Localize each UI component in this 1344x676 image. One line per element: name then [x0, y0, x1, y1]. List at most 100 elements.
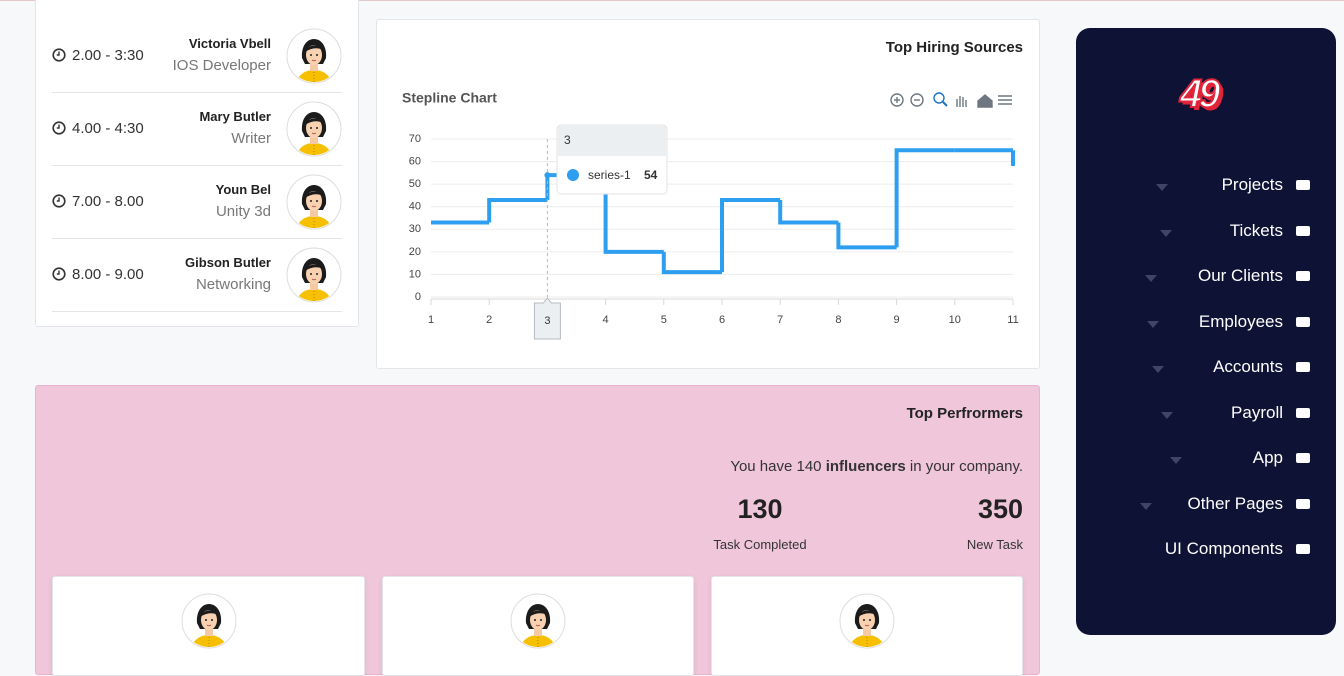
step-segment: [661, 251, 722, 275]
clock-icon: [52, 48, 66, 62]
menu-icon: [1295, 496, 1311, 517]
menu-icon: [1295, 541, 1311, 562]
y-tick-label: 70: [409, 133, 421, 145]
icon: [1296, 180, 1310, 190]
caret: [1145, 275, 1157, 282]
hiring-card: Top Hiring Sources: [376, 19, 1040, 369]
caret: [1147, 320, 1159, 328]
avatar: [286, 174, 342, 230]
time: 8.00 - 9.00: [52, 266, 144, 283]
zoom[interactable]: [933, 92, 945, 104]
performers-card: Top Perfrormers You have 140 influencers…: [35, 385, 1040, 676]
step-segment: [487, 197, 548, 223]
x-tick-label: 8: [835, 314, 841, 326]
schedule-row: 8.00 - 9.00 Gibson Butler Networking: [52, 238, 342, 312]
chart-toolbar[interactable]: [890, 92, 1012, 108]
sidebar: 49 Projects Tickets Our Clients Employees Ac…: [1076, 28, 1336, 635]
icon: [1296, 362, 1310, 372]
tooltip-marker: [567, 169, 579, 181]
avatar-image: [510, 593, 566, 649]
card-title: Top Perfrormers: [906, 405, 1023, 422]
menu-icon: [1295, 223, 1311, 244]
person-role: Unity 3d: [215, 203, 271, 220]
avatar-image: [839, 593, 895, 649]
menu-icon: [1295, 450, 1311, 471]
y-tick-label: 30: [409, 223, 421, 235]
time: 7.00 - 8.00: [52, 193, 144, 210]
menu-item[interactable]: Projects: [1221, 175, 1283, 194]
menu-icon: [1295, 268, 1311, 289]
tooltip-header: 3: [564, 133, 571, 147]
y-tick-label: 40: [409, 201, 421, 213]
text: in your company.: [909, 458, 1023, 475]
clock-icon: [52, 121, 66, 135]
pan[interactable]: [956, 96, 967, 107]
x-tick-label: 4: [603, 314, 609, 326]
x-tick-label: 7: [777, 314, 783, 326]
avatar: [181, 593, 237, 649]
caret: [1140, 502, 1152, 510]
avatar-image: [286, 174, 342, 230]
person-role: Networking: [195, 276, 271, 293]
caret: [1156, 184, 1168, 191]
step-segment: [778, 199, 839, 225]
tooltip-series: series-1: [588, 168, 631, 182]
hover-marker: [544, 172, 551, 179]
menu-item[interactable]: Employees: [1198, 311, 1283, 331]
zoom-out[interactable]: [910, 93, 924, 107]
menu-item[interactable]: UI Components: [1164, 539, 1283, 558]
avatar-image: [181, 593, 237, 649]
menu-item[interactable]: App: [1252, 448, 1283, 467]
y-tick-label: 60: [409, 155, 421, 167]
icon: [1296, 498, 1310, 509]
tooltip-value: 54: [644, 168, 658, 182]
x-tick-label: 10: [949, 314, 961, 326]
text-bold: influencers: [825, 458, 906, 475]
avatar: [839, 593, 895, 649]
home[interactable]: [977, 94, 993, 108]
menu-caret: [1161, 407, 1173, 425]
person-name: Mary Butler: [199, 109, 271, 124]
person-name: Victoria Vbell: [188, 36, 271, 51]
influencer-sentence: You have 140 influencers in your company…: [730, 458, 1023, 475]
avatar: [510, 593, 566, 649]
menu-caret: [1147, 316, 1159, 334]
icon: [1296, 407, 1310, 418]
stat-label: New Task: [966, 537, 1023, 552]
schedule-row: 7.00 - 8.00 Youn Bel Unity 3d: [52, 165, 342, 239]
menu-icon: [1295, 177, 1311, 198]
y-tick-label: 50: [409, 178, 421, 190]
menu[interactable]: [998, 95, 1012, 105]
stat-value: 350: [977, 494, 1023, 524]
schedule-row: 4.00 - 4:30 Mary Butler Writer: [52, 92, 342, 166]
menu-item[interactable]: Our Clients: [1197, 266, 1283, 285]
menu-item[interactable]: Accounts: [1213, 357, 1283, 376]
clock-icon: [52, 194, 66, 208]
icon: [1296, 225, 1310, 236]
time-text: 8.00 - 9.00: [72, 266, 144, 283]
tooltip-header-bg: [558, 126, 666, 156]
step-segment: [720, 197, 781, 273]
menu-icon: [1295, 359, 1311, 380]
menu-item[interactable]: Tickets: [1229, 220, 1283, 240]
zoom-in[interactable]: [890, 93, 904, 107]
menu-caret: [1160, 225, 1172, 243]
x-tick-label: 11: [1007, 314, 1018, 326]
x-tick-label: 1: [428, 314, 434, 326]
y-tick-label: 20: [409, 246, 421, 258]
schedule-row: 2.00 - 3:30 Victoria Vbell IOS Developer: [52, 19, 342, 93]
time: 4.00 - 4:30: [52, 120, 144, 137]
menu-item[interactable]: Other Pages: [1187, 493, 1283, 513]
x-tooltip-box: [533, 297, 561, 340]
x-tick-label: 6: [719, 314, 725, 326]
step-segment: [603, 175, 664, 254]
logo[interactable]: 49: [1179, 71, 1221, 117]
step-segment: [836, 222, 897, 250]
menu-item[interactable]: Payroll: [1231, 402, 1283, 422]
x-tooltip: 3: [533, 297, 561, 340]
stat-label: Task Completed: [713, 537, 807, 552]
chart: Stepline Chart 0 10 20 30 40 50 60 70 1 2 4 5 6 7 8 9 10…: [402, 90, 1019, 340]
avatar-image: [286, 101, 342, 157]
x-tooltip-label: 3: [544, 315, 550, 327]
